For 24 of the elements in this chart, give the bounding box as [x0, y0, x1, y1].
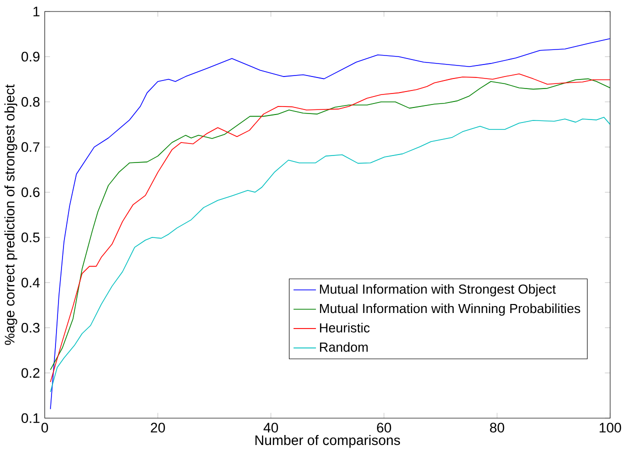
- x-tick-label: 80: [490, 422, 504, 432]
- y-tick-label: 0.7: [22, 142, 40, 152]
- y-tick-label: 0.3: [22, 322, 40, 332]
- line-series: [50, 38, 610, 410]
- y-tick-label: 0.9: [22, 52, 40, 62]
- y-tick-label: 0.6: [22, 187, 40, 197]
- legend-label: Mutual Information with Winning Probabilities: [320, 303, 580, 316]
- x-axis-title: Number of comparisons: [255, 434, 400, 448]
- legend-label: Mutual Information with Strongest Object: [320, 284, 556, 296]
- legend-label: Heuristic: [320, 322, 370, 332]
- y-tick-label: 0.8: [22, 96, 40, 107]
- y-tick-label: 0.4: [22, 278, 40, 288]
- y-tick-label: 1: [34, 6, 40, 16]
- x-tick-label: 20: [150, 422, 165, 432]
- line-series: [50, 116, 610, 392]
- y-tick-label: 0.5: [22, 232, 40, 242]
- x-tick-label: 60: [377, 422, 392, 432]
- y-tick-label: 0.1: [22, 413, 40, 423]
- x-tick-label: 0: [41, 422, 48, 432]
- legend-label: Random: [320, 342, 368, 352]
- y-tick-label: 0.2: [22, 368, 40, 378]
- x-tick-label: 40: [264, 422, 278, 432]
- y-axis-title: %age correct prediction of strongest object: [4, 84, 18, 345]
- x-tick-label: 100: [600, 422, 622, 432]
